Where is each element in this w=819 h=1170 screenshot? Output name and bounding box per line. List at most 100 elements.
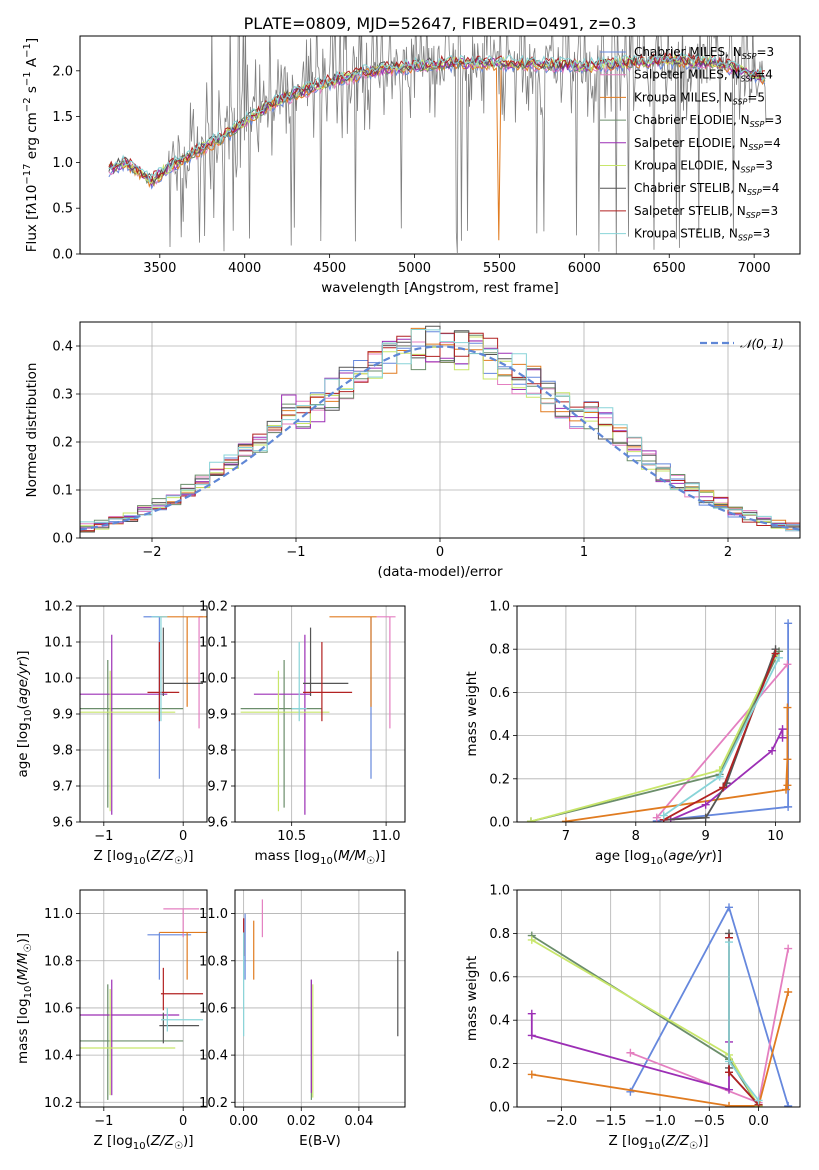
x-tick-label: 10 [767,829,784,844]
errorbar-point [253,634,311,815]
data-point-marker [783,781,792,790]
weight-line [659,653,784,820]
series-line [531,991,790,1107]
y-tick-label: 10.0 [199,672,228,687]
errorbar-point [291,642,307,722]
errorbar-point [80,989,176,1096]
y-tick-label: 10.6 [44,1001,73,1016]
y-tick-label: 0.0 [52,532,73,547]
y-tick-label: 10.1 [199,636,228,651]
x-tick-label: 2 [724,545,732,560]
x-tick-label: 0.00 [229,1114,258,1129]
data-point-marker [783,660,792,669]
axes-frame [516,889,801,1108]
data-point-marker [784,802,793,811]
x-tick-label: 0.04 [344,1114,373,1129]
axes-frame [234,889,406,1108]
y-axis-label: age [log10(age/yr)] [15,650,34,777]
errorbar-point [80,634,168,815]
data-point-marker [626,1048,635,1057]
errorbar-series [243,899,399,1100]
data-point-marker [626,1087,635,1096]
legend-label: Chabrier ELODIE, NSSP=3 [634,113,782,129]
y-tick-label: 10.2 [44,600,73,615]
panel-5: −1 0 10.2 10.4 10.6 10.8 11.0 Z [log10(Z/Z☉)] ma… [15,889,208,1152]
y-tick-label: 9.7 [52,780,73,795]
axes-frame [79,321,801,539]
errorbar-point [80,984,184,1100]
axes-frame [79,605,208,823]
y-axis-label: Flux [fλ10−17 erg cm−2 s−1 A−1] [22,38,40,252]
errorbar-point [329,616,377,707]
x-tick-label: 9 [702,829,710,844]
plot-area-0 [108,36,767,254]
weight-line [659,645,780,822]
model-spectrum-line [108,53,766,187]
legend-label: Salpeter STELIB, NSSP=3 [634,204,778,220]
data-point-marker [784,987,793,996]
y-tick-label: 1.0 [489,600,510,615]
data-point-marker [725,903,734,912]
normal-curve [80,345,800,531]
data-point-marker [768,746,777,755]
y-tick-label: 2.0 [52,64,73,79]
errorbar-point [147,932,192,980]
weight-line [725,938,763,1105]
data-point-marker [561,817,570,822]
x-tick-label: 4000 [228,261,261,276]
panel-6: 0.00 0.02 0.04 10.2 10.4 10.6 10.8 11.0 E(B-V) [199,889,406,1149]
y-tick-label: 10.1 [44,636,73,651]
x-tick-label: −1 [286,545,305,560]
data-point-marker [527,935,536,944]
histogram-series [80,325,800,533]
errorbar-point [160,967,204,1011]
y-tick-label: 0.4 [489,1014,510,1029]
y-tick-label: 0.8 [489,927,510,942]
data-point-marker [771,649,780,658]
y-axis-label: Normed distribution [24,363,40,498]
x-tick-label: 0 [179,1114,187,1129]
data-point-marker [783,755,792,764]
data-point-marker [778,725,787,734]
weight-line [527,935,763,1107]
errorbar-point [160,1007,204,1032]
data-point-marker [784,1101,793,1107]
y-tick-label: 0.3 [52,388,73,403]
errorbar-point [80,979,180,1096]
series-line [656,663,789,819]
data-point-marker [701,800,710,809]
y-tick-label: 0.2 [489,1057,510,1072]
y-tick-label: 9.6 [52,816,73,831]
data-point-marker [527,1031,536,1040]
weight-line [626,903,793,1107]
panel-7: −2.0 −1.5 −1.0 −0.5 0.0 0.0 0.2 0.4 0.6 0.8 1.0 Z [… [464,884,801,1152]
x-tick-label: 7000 [738,261,771,276]
plot-area-2 [80,605,207,823]
y-tick-label: 9.7 [207,780,228,795]
errorbar-point [159,1012,200,1044]
x-tick-label: −1 [94,1114,113,1129]
panel-3: 10.5 11.0 9.6 9.7 9.8 9.9 10.0 10.1 10.2 mass [lo… [199,600,406,867]
data-point-marker [715,772,724,781]
data-point-marker [784,619,793,628]
weight-line [652,619,793,822]
errorbar-series [240,616,396,815]
x-tick-label: 5500 [483,261,516,276]
plot-area-5 [80,890,207,1107]
y-tick-label: 9.9 [207,708,228,723]
y-tick-label: 10.2 [44,1096,73,1111]
data-point-marker [526,817,535,822]
legend-label: Chabrier STELIB, NSSP=4 [634,181,779,197]
x-tick-label: 0 [179,829,187,844]
series-line [531,939,760,1107]
x-tick-label: −1 [94,829,113,844]
y-tick-label: 10.4 [199,1049,228,1064]
errorbar-series [80,616,207,815]
y-tick-label: 0.4 [489,729,510,744]
legend-label: Salpeter ELODIE, NSSP=4 [634,136,781,152]
x-tick-label: 7 [562,829,570,844]
spectrum-legend: Chabrier MILES, NSSP=3 Salpeter MILES, NS… [600,45,782,243]
y-tick-label: 1.0 [52,156,73,171]
y-tick-label: 9.8 [207,744,228,759]
data-point-marker [754,1096,763,1105]
